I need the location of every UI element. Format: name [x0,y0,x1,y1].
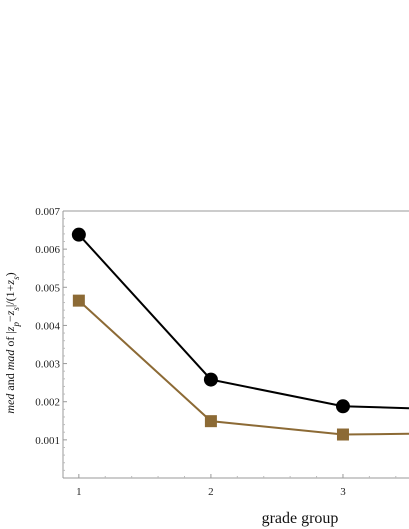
y-label-zp: z [3,326,17,332]
y-tick-label: 0.005 [35,282,60,294]
x-axis-label: grade group [262,510,339,527]
series-1-point [203,372,218,387]
axes: 0.001 0.002 0.003 0.004 0.005 0.006 0.007 1 2 3 [35,206,409,498]
y-tick-label: 0.003 [35,359,60,371]
y-label-s-sub: s [11,307,21,311]
y-label-mid: |/(1+ [3,284,17,307]
x-tick-label: 2 [208,486,214,498]
y-label-mad: mad [3,349,17,371]
x-tick-label: 1 [76,486,82,498]
labels-layer: grade group med and mad of |zp−zs|/(1+zs… [3,272,338,527]
series-1-point [335,399,350,414]
series-line-1 [78,233,409,410]
series-1-point [71,227,86,242]
series-line-2 [78,299,409,436]
y-axis-label: med and mad of |zp−zs|/(1+zs) [3,272,21,413]
y-label-zs2: z [3,280,17,286]
y-label-minus: − [3,315,17,322]
series-2-point [72,294,85,307]
series-layer [71,227,409,441]
y-tick-label: 0.002 [35,397,60,409]
y-label-med: med [3,393,17,414]
y-tick-label: 0.006 [35,244,60,256]
y-tick-label: 0.004 [35,320,60,332]
y-label-and: and [3,370,17,393]
series-2-point [336,428,349,441]
y-label-p-sub: p [11,322,21,328]
x-tick-label: 3 [340,486,346,498]
y-label-of: of | [3,331,17,349]
y-label-zs: z [3,310,17,316]
y-tick-label: 0.007 [35,206,60,218]
y-tick-label: 0.001 [35,435,60,447]
series-2-point [204,415,217,428]
y-label-s2-sub: s [11,276,21,280]
y-label-close: ) [3,272,17,276]
